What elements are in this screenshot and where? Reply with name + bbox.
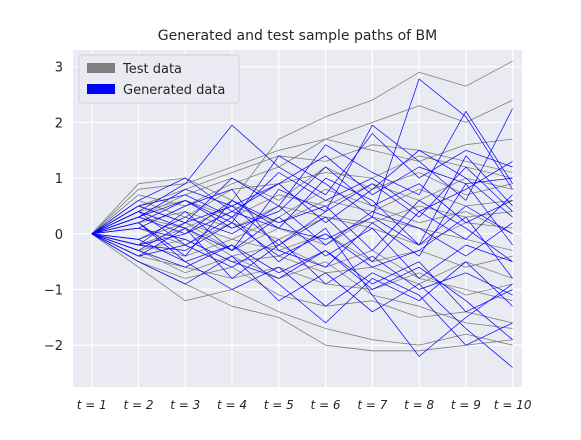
x-tick-label: t = 7 <box>357 398 387 412</box>
y-tick-label: 1 <box>55 172 63 187</box>
y-tick-label: 2 <box>55 116 63 131</box>
x-tick-label: t = 10 <box>494 398 532 412</box>
generated-path <box>91 183 513 268</box>
test-path <box>91 60 513 235</box>
x-tick-label: t = 5 <box>264 398 294 412</box>
legend-box <box>78 54 240 104</box>
test-path <box>91 233 513 346</box>
legend-swatch-test <box>87 63 115 73</box>
generated-data-paths <box>91 78 513 368</box>
generated-path <box>91 222 513 346</box>
legend-swatch-generated <box>87 84 115 94</box>
test-path <box>91 166 513 235</box>
x-tick-label: t = 6 <box>311 398 341 412</box>
y-tick-label: −2 <box>44 339 63 354</box>
x-tick-label: t = 9 <box>451 398 481 412</box>
y-tick-label: 3 <box>55 61 63 76</box>
legend-label-test: Test data <box>122 62 182 77</box>
y-tick-label: −1 <box>44 284 63 299</box>
x-tick-label: t = 3 <box>170 398 200 412</box>
axis-tick-labels: t = 1 t = 2 t = 3 t = 4 t = 5 t = 6 t = 7 t = 8… <box>44 61 532 412</box>
generated-path <box>91 149 513 235</box>
generated-path <box>91 155 513 235</box>
generated-path <box>91 233 513 313</box>
generated-path <box>91 110 513 235</box>
x-tick-label: t = 8 <box>404 398 434 412</box>
generated-path <box>91 161 513 235</box>
y-tick-label: 0 <box>55 228 63 243</box>
test-path <box>91 99 513 235</box>
generated-path <box>91 205 513 257</box>
x-tick-label: t = 2 <box>123 398 153 412</box>
x-tick-label: t = 1 <box>77 398 107 412</box>
legend-label-generated: Generated data <box>123 83 225 98</box>
chart-title: Generated and test sample paths of BM <box>158 28 437 44</box>
generated-path <box>91 200 513 262</box>
generated-path <box>91 166 513 235</box>
generated-path <box>91 211 513 279</box>
generated-path <box>91 227 513 340</box>
generated-path <box>91 216 513 279</box>
legend: Test data Generated data <box>78 54 240 104</box>
x-tick-label: t = 4 <box>217 398 247 412</box>
generated-path <box>91 205 513 246</box>
generated-path <box>91 166 513 251</box>
